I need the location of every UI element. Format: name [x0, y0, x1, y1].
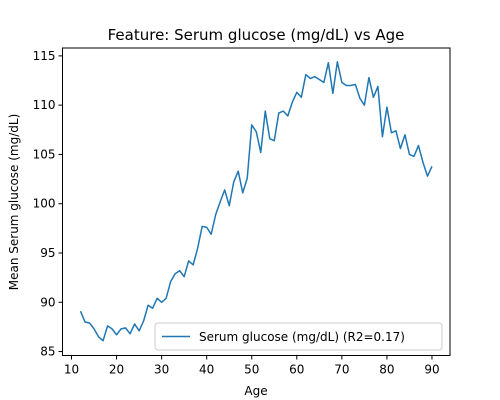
y-tick-label: 115 [33, 49, 56, 63]
y-tick-label: 95 [40, 246, 55, 260]
legend-label: Serum glucose (mg/dL) (R2=0.17) [199, 330, 405, 344]
chart-title: Feature: Serum glucose (mg/dL) vs Age [108, 26, 405, 44]
y-axis: 85 90 95 100 105 110 115 [33, 49, 63, 359]
y-tick-label: 85 [40, 345, 55, 359]
series-layer [79, 61, 433, 342]
plot-area-frame [62, 47, 451, 356]
x-tick-label: 60 [289, 363, 304, 377]
legend-box [154, 322, 443, 351]
x-axis-label: Age [244, 384, 267, 398]
x-axis: 10 20 30 40 50 60 70 80 90 [64, 355, 440, 377]
y-tick-label: 110 [33, 98, 56, 112]
y-tick-label: 90 [40, 295, 55, 309]
y-axis-label: Mean Serum glucose (mg/dL) [7, 114, 21, 291]
x-tick-label: 40 [199, 363, 214, 377]
x-tick-label: 50 [244, 363, 259, 377]
x-tick-label: 90 [424, 363, 439, 377]
x-tick-label: 70 [334, 363, 349, 377]
x-tick-label: 20 [109, 363, 124, 377]
legend: Serum glucose (mg/dL) (R2=0.17) [154, 322, 443, 351]
x-tick-label: 80 [379, 363, 394, 377]
y-tick-label: 105 [33, 147, 56, 161]
series-line [79, 61, 433, 342]
x-tick-label: 10 [64, 363, 79, 377]
y-tick-label: 100 [33, 197, 56, 211]
x-tick-label: 30 [154, 363, 169, 377]
